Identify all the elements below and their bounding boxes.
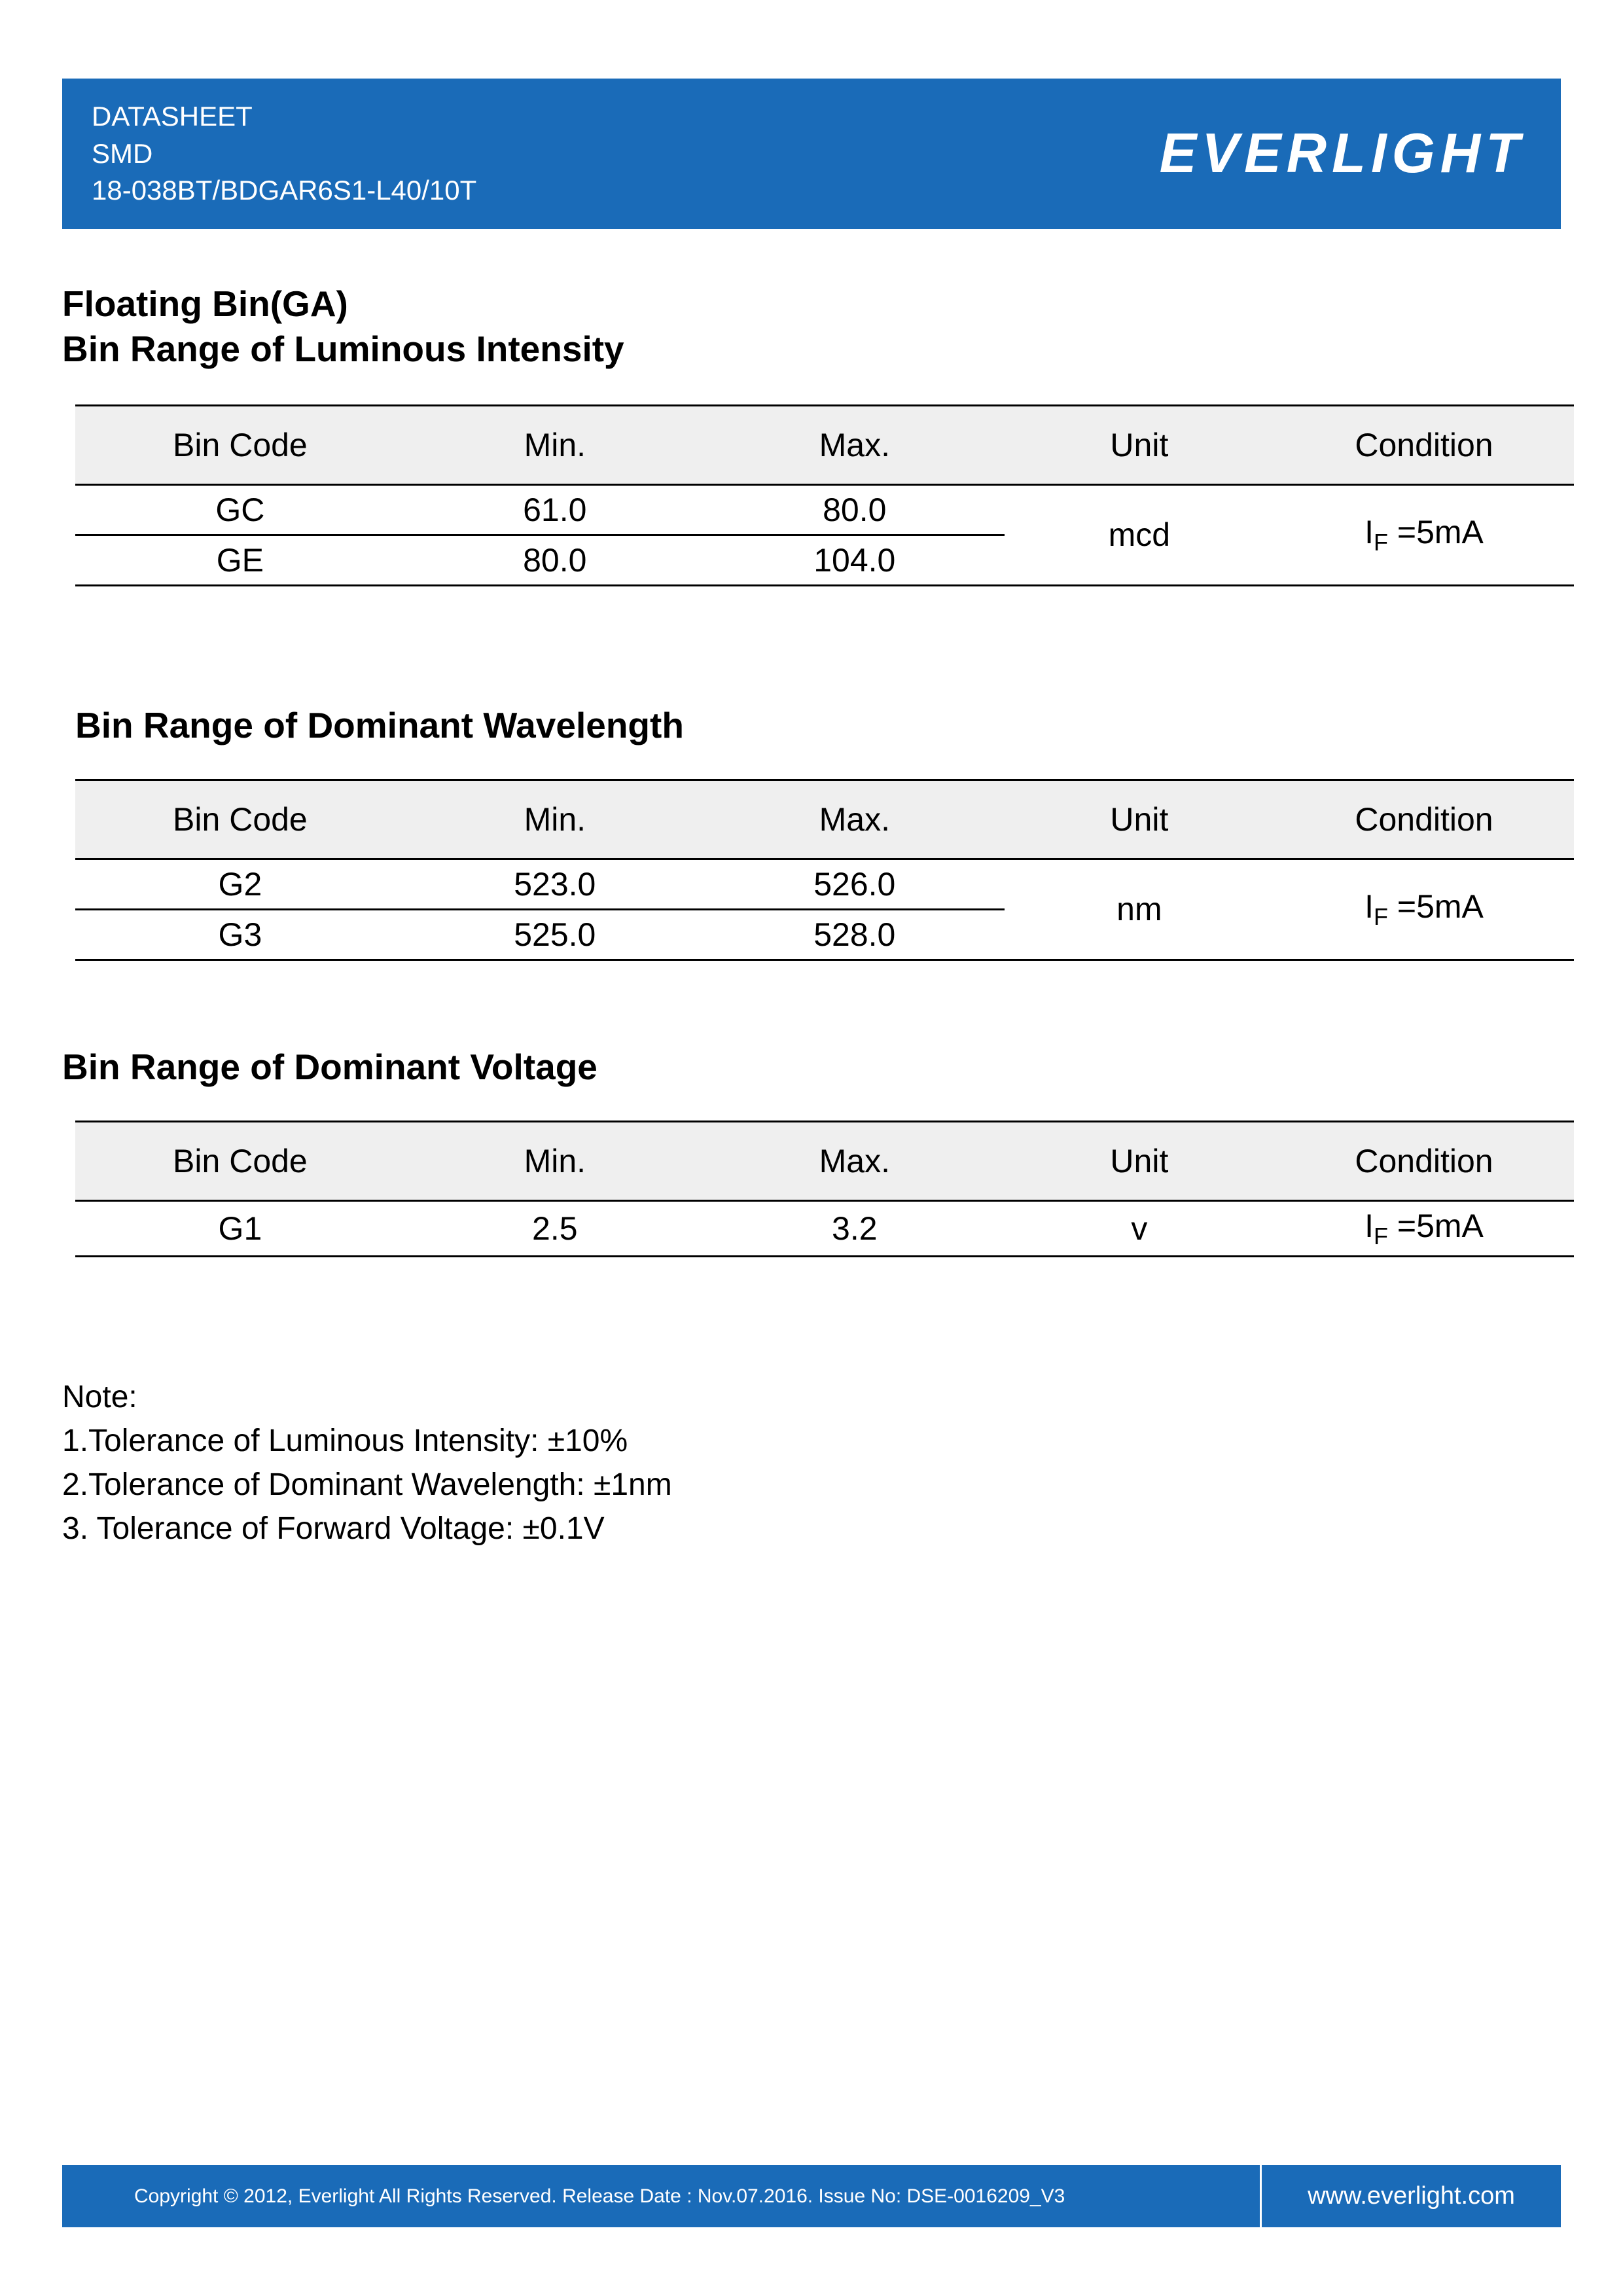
cell-bin: GE	[75, 535, 405, 585]
cell-bin: G1	[75, 1200, 405, 1256]
table-header-row: Bin Code Min. Max. Unit Condition	[75, 780, 1574, 859]
title-line2: Bin Range of Luminous Intensity	[62, 327, 1561, 372]
note-item: 3. Tolerance of Forward Voltage: ±0.1V	[62, 1507, 1561, 1551]
note-item: 1.Tolerance of Luminous Intensity: ±10%	[62, 1419, 1561, 1463]
voltage-table: Bin Code Min. Max. Unit Condition G1 2.5…	[75, 1121, 1574, 1257]
section-title-luminous: Floating Bin(GA) Bin Range of Luminous I…	[62, 281, 1561, 372]
col-bin: Bin Code	[75, 405, 405, 484]
col-unit: Unit	[1005, 1121, 1274, 1200]
header-text: DATASHEET SMD 18-038BT/BDGAR6S1-L40/10T	[92, 98, 476, 209]
cell-max: 528.0	[705, 909, 1005, 960]
page: DATASHEET SMD 18-038BT/BDGAR6S1-L40/10T …	[0, 0, 1623, 2296]
cell-unit: nm	[1005, 859, 1274, 960]
col-min: Min.	[405, 1121, 705, 1200]
header-line2: SMD	[92, 135, 476, 173]
footer-bar: Copyright © 2012, Everlight All Rights R…	[62, 2165, 1561, 2227]
cell-max: 526.0	[705, 859, 1005, 909]
col-cond: Condition	[1274, 780, 1574, 859]
cell-min: 525.0	[405, 909, 705, 960]
cell-condition: IF =5mA	[1274, 484, 1574, 585]
table-header-row: Bin Code Min. Max. Unit Condition	[75, 1121, 1574, 1200]
col-cond: Condition	[1274, 1121, 1574, 1200]
col-min: Min.	[405, 780, 705, 859]
note-item: 2.Tolerance of Dominant Wavelength: ±1nm	[62, 1463, 1561, 1507]
cell-min: 61.0	[405, 484, 705, 535]
cell-max: 104.0	[705, 535, 1005, 585]
title-line1: Floating Bin(GA)	[62, 281, 1561, 327]
col-unit: Unit	[1005, 405, 1274, 484]
col-bin: Bin Code	[75, 1121, 405, 1200]
cell-min: 2.5	[405, 1200, 705, 1256]
col-cond: Condition	[1274, 405, 1574, 484]
table-row: GC 61.0 80.0 mcd IF =5mA	[75, 484, 1574, 535]
cell-unit: mcd	[1005, 484, 1274, 585]
cell-bin: G2	[75, 859, 405, 909]
cell-condition: IF =5mA	[1274, 1200, 1574, 1256]
cell-max: 80.0	[705, 484, 1005, 535]
table-row: G2 523.0 526.0 nm IF =5mA	[75, 859, 1574, 909]
header-bar: DATASHEET SMD 18-038BT/BDGAR6S1-L40/10T …	[62, 79, 1561, 229]
col-min: Min.	[405, 405, 705, 484]
notes-heading: Note:	[62, 1375, 1561, 1419]
cell-bin: G3	[75, 909, 405, 960]
cell-bin: GC	[75, 484, 405, 535]
section-title-wavelength: Bin Range of Dominant Wavelength	[75, 704, 1561, 746]
table-header-row: Bin Code Min. Max. Unit Condition	[75, 405, 1574, 484]
col-max: Max.	[705, 1121, 1005, 1200]
content: Floating Bin(GA) Bin Range of Luminous I…	[62, 281, 1561, 1551]
header-line3: 18-038BT/BDGAR6S1-L40/10T	[92, 172, 476, 209]
cell-min: 523.0	[405, 859, 705, 909]
col-max: Max.	[705, 405, 1005, 484]
wavelength-table: Bin Code Min. Max. Unit Condition G2 523…	[75, 779, 1574, 961]
header-line1: DATASHEET	[92, 98, 476, 135]
col-bin: Bin Code	[75, 780, 405, 859]
luminous-table: Bin Code Min. Max. Unit Condition GC 61.…	[75, 404, 1574, 586]
cell-min: 80.0	[405, 535, 705, 585]
footer-copyright: Copyright © 2012, Everlight All Rights R…	[62, 2185, 1260, 2208]
col-max: Max.	[705, 780, 1005, 859]
section-title-voltage: Bin Range of Dominant Voltage	[62, 1046, 1561, 1088]
logo: EVERLIGHT	[1160, 122, 1525, 186]
table-row: G1 2.5 3.2 v IF =5mA	[75, 1200, 1574, 1256]
footer-url: www.everlight.com	[1260, 2165, 1561, 2227]
col-unit: Unit	[1005, 780, 1274, 859]
notes: Note: 1.Tolerance of Luminous Intensity:…	[62, 1375, 1561, 1551]
cell-unit: v	[1005, 1200, 1274, 1256]
cell-condition: IF =5mA	[1274, 859, 1574, 960]
cell-max: 3.2	[705, 1200, 1005, 1256]
